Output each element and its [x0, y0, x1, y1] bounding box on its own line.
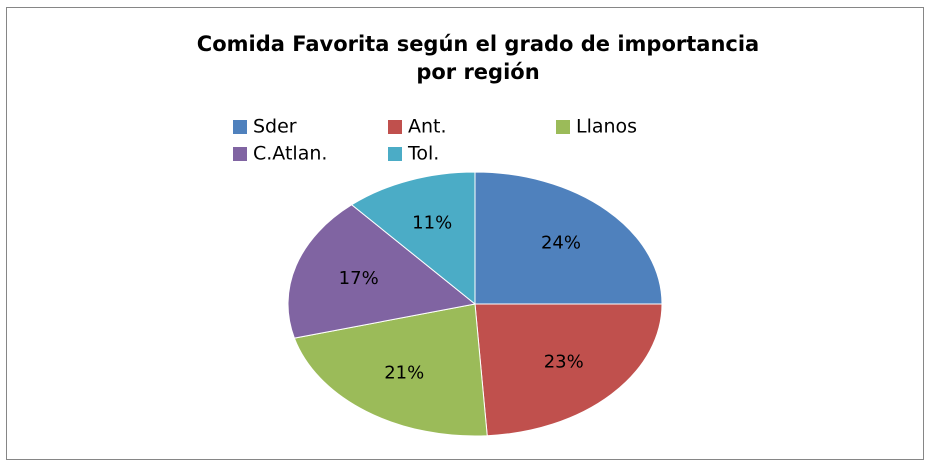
legend-swatch [556, 120, 570, 134]
legend-swatch [388, 147, 402, 161]
legend-label: Llanos [576, 116, 637, 138]
pie-slice [474, 303, 663, 437]
legend-swatch [233, 120, 247, 134]
pie-slice [293, 303, 488, 437]
chart-title: por región [416, 60, 539, 84]
legend-label: Tol. [407, 143, 439, 165]
pie-slice [287, 204, 477, 339]
legend-label: Sder [253, 116, 297, 138]
data-label: 17% [339, 268, 379, 289]
legend-label: Ant. [408, 116, 447, 138]
data-label: 24% [541, 232, 581, 253]
chart-title: Comida Favorita según el grado de import… [197, 32, 759, 56]
pie-slice [474, 171, 663, 305]
data-label: 21% [384, 363, 424, 384]
pie-slice [350, 171, 476, 306]
data-label: 23% [544, 352, 584, 373]
legend-label: C.Atlan. [253, 143, 327, 165]
legend-swatch [233, 147, 247, 161]
legend-swatch [388, 120, 402, 134]
data-label: 11% [412, 213, 452, 234]
